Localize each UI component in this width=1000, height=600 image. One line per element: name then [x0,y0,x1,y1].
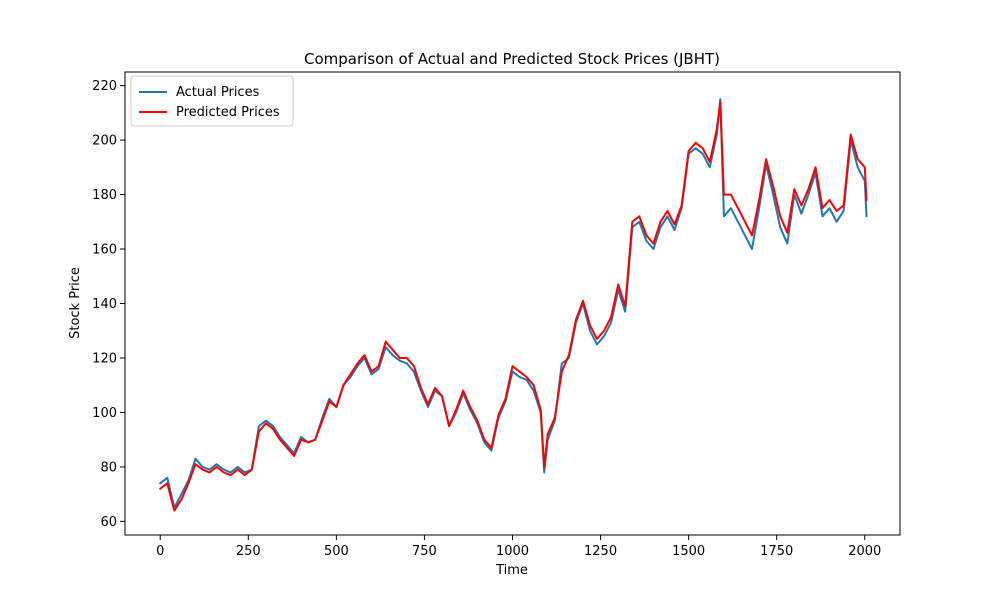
y-tick-label: 160 [92,243,117,258]
legend-box [130,75,294,127]
y-tick-label: 200 [92,134,117,149]
legend-label-actual: Actual Prices [176,85,260,100]
x-axis-title: Time [495,563,528,578]
y-tick-label: 60 [100,515,117,530]
legend-label-predicted: Predicted Prices [176,105,280,120]
x-tick-label: 1500 [672,544,705,559]
y-tick-label: 120 [92,351,117,366]
y-tick-label: 220 [92,79,117,94]
plot-frame [124,71,901,536]
y-tick-label: 80 [100,460,117,475]
series-line-actual [159,98,868,509]
x-tick-label: 2000 [848,544,881,559]
y-axis-ticks: 60 80 100 120 140 160 180 200 220 [92,79,125,530]
plot-lines [159,98,868,512]
x-tick-label: 500 [324,544,349,559]
legend: Actual Prices Predicted Prices [130,75,294,127]
x-tick-label: 1250 [584,544,617,559]
x-tick-label: 250 [236,544,261,559]
x-tick-label: 1000 [496,544,529,559]
x-tick-label: 0 [156,544,164,559]
y-tick-label: 140 [92,297,117,312]
y-tick-label: 180 [92,188,117,203]
x-tick-label: 1750 [760,544,793,559]
x-axis-ticks: 0 250 500 750 1000 1250 1500 1750 2000 [156,535,881,559]
chart-title: Comparison of Actual and Predicted Stock… [304,50,720,68]
x-tick-label: 750 [412,544,437,559]
series-line-predicted [159,101,868,512]
y-axis-title: Stock Price [68,267,83,339]
y-tick-label: 100 [92,406,117,421]
